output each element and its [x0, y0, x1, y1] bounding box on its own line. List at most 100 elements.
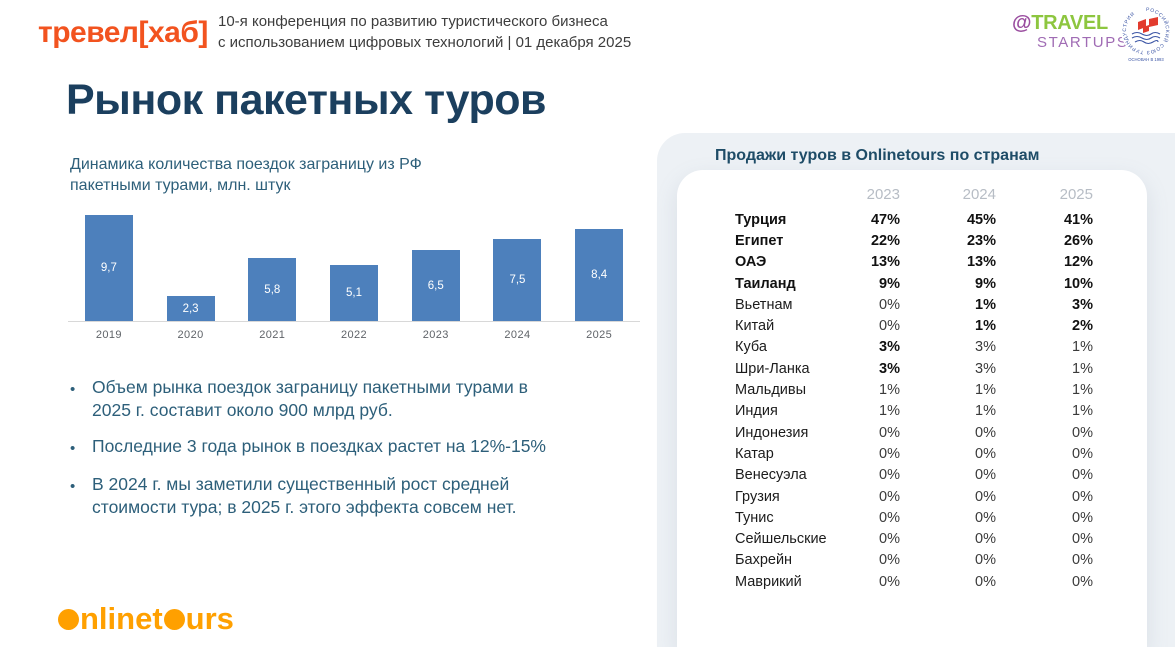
table-row: Вьетнам 0% 1% 3% [735, 294, 1093, 315]
country-cell: Турция [735, 211, 787, 228]
value-cell: 9% [879, 275, 900, 292]
country-cell: Египет [735, 232, 784, 249]
table-row: Индонезия 0% 0% 0% [735, 422, 1093, 443]
conference-line2: с использованием цифровых технологий | 0… [218, 34, 632, 51]
table-header-row: 2023 2024 2025 [735, 182, 1093, 206]
bar-value-label: 6,5 [427, 279, 444, 292]
table-row: Шри-Ланка 3% 3% 1% [735, 358, 1093, 379]
table-row: Таиланд 9% 9% 10% [735, 273, 1093, 294]
value-cell: 1% [879, 403, 900, 420]
table-header-2023: 2023 [866, 185, 900, 203]
value-cell: 1% [975, 403, 996, 420]
table-title: Продажи туров в Onlinetours по странам [715, 147, 1040, 164]
bullet-item: Последние 3 года рынок в поездках растет… [70, 435, 555, 460]
bullet-item: Объем рынка поездок заграницу пакетными … [70, 376, 555, 422]
value-cell: 0% [879, 318, 900, 335]
table-body: Турция 47% 45% 41% Египет 22% 23% 26% ОАЭ 13% 13% 1… [677, 209, 1147, 592]
axis-tick-label: 2023 [422, 329, 449, 341]
value-cell: 41% [1063, 211, 1093, 228]
value-cell: 0% [879, 552, 900, 569]
table-header-2024: 2024 [962, 185, 996, 203]
bar-slot: 5,8 [231, 258, 313, 321]
page-title: Рынок пакетных туров [66, 76, 546, 124]
bullet-item: В 2024 г. мы заметили существенный рост … [70, 473, 555, 519]
country-cell: Венесуэла [735, 467, 807, 484]
value-cell: 0% [879, 573, 900, 590]
emblem-flag-shape [1149, 17, 1158, 27]
emblem-flag-shape [1143, 25, 1149, 33]
value-cell: 47% [870, 211, 900, 228]
value-cell: 10% [1063, 275, 1093, 292]
country-cell: Мальдивы [735, 382, 807, 399]
bullet-list: Объем рынка поездок заграницу пакетными … [70, 376, 555, 532]
bar-slot: 6,5 [395, 250, 477, 321]
value-cell: 0% [975, 552, 996, 569]
travel-startups-line1: @TRAVEL [1012, 13, 1128, 33]
value-cell: 1% [879, 382, 900, 399]
value-cell: 0% [1072, 531, 1093, 548]
value-cell: 0% [879, 445, 900, 462]
logo-o-dot [163, 609, 185, 630]
value-cell: 1% [1072, 360, 1093, 377]
bar-slot: 7,5 [477, 239, 559, 321]
table-row: Мальдивы 1% 1% 1% [735, 379, 1093, 400]
chart-subtitle: Динамика количества поездок заграницу из… [70, 156, 422, 194]
country-cell: Маврикий [735, 573, 802, 590]
table-row: Венесуэла 0% 0% 0% [735, 465, 1093, 486]
travel-startups-logo: @TRAVEL STARTUPS [1012, 13, 1128, 53]
table-row: Китай 0% 1% 2% [735, 315, 1093, 336]
axis-tick-label: 2019 [95, 329, 122, 341]
value-cell: 0% [879, 424, 900, 441]
table-row: Тунис 0% 0% 0% [735, 507, 1093, 528]
value-cell: 0% [1072, 509, 1093, 526]
country-cell: Вьетнам [735, 296, 793, 313]
value-cell: 3% [975, 339, 996, 356]
value-cell: 26% [1063, 232, 1093, 249]
at-symbol: @ [1012, 12, 1032, 34]
value-cell: 45% [966, 211, 996, 228]
value-cell: 3% [879, 339, 900, 356]
value-cell: 0% [879, 488, 900, 505]
travelhub-logo: тревел[хаб] [38, 16, 208, 49]
value-cell: 0% [1072, 445, 1093, 462]
country-cell: Тунис [735, 509, 774, 526]
bar-value-label: 5,8 [264, 283, 281, 296]
value-cell: 0% [1072, 488, 1093, 505]
axis-tick-label: 2020 [177, 329, 204, 341]
table-header-2025: 2025 [1059, 185, 1093, 203]
travel-word: TRAVEL [1031, 12, 1108, 34]
bar-slot: 5,1 [313, 265, 395, 321]
value-cell: 1% [975, 318, 996, 335]
axis-tick-label: 2024 [504, 329, 531, 341]
table-row: Сейшельские 0% 0% 0% [735, 528, 1093, 549]
value-cell: 0% [879, 531, 900, 548]
value-cell: 0% [1072, 552, 1093, 569]
value-cell: 22% [870, 232, 900, 249]
value-cell: 1% [1072, 403, 1093, 420]
table-row: Маврикий 0% 0% 0% [735, 571, 1093, 592]
value-cell: 13% [870, 254, 900, 271]
bar-value-label: 8,4 [591, 269, 608, 281]
country-cell: Бахрейн [735, 552, 793, 569]
value-cell: 1% [1072, 339, 1093, 356]
table-row: Катар 0% 0% 0% [735, 443, 1093, 464]
country-cell: Индия [735, 403, 778, 420]
emblem-sub-text: ОСНОВАН В 1993 [1128, 57, 1164, 62]
bar-2025: 8,4 [575, 229, 624, 321]
table-row: Индия 1% 1% 1% [735, 401, 1093, 422]
value-cell: 0% [975, 531, 996, 548]
value-cell: 1% [975, 382, 996, 399]
value-cell: 0% [975, 424, 996, 441]
value-cell: 3% [879, 360, 900, 377]
bar-value-label: 7,5 [509, 274, 526, 286]
bullet-text: Последние 3 года рынок в поездках растет… [92, 436, 546, 456]
value-cell: 1% [975, 296, 996, 313]
value-cell: 1% [1072, 382, 1093, 399]
bullet-text: Объем рынка поездок заграницу пакетными … [92, 377, 528, 420]
onlinetours-logo: nlinet urs [57, 601, 234, 637]
value-cell: 0% [975, 509, 996, 526]
bar-2022: 5,1 [330, 265, 379, 321]
value-cell: 9% [975, 275, 996, 292]
table-row: Бахрейн 0% 0% 0% [735, 550, 1093, 571]
